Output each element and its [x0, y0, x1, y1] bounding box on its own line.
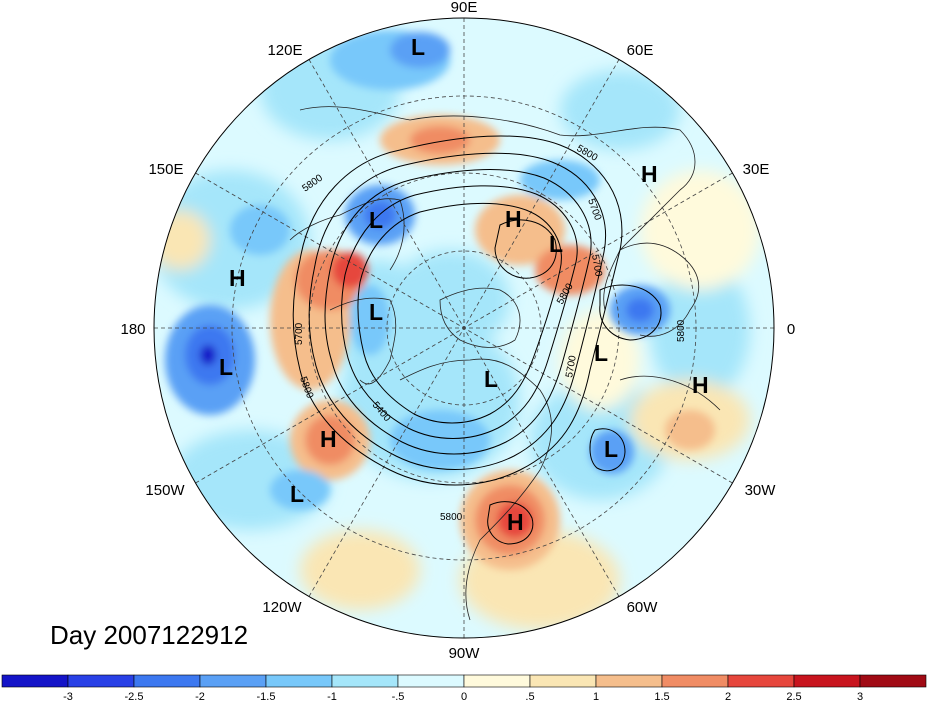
- lon-label-0: 0: [787, 321, 795, 338]
- anomaly-field: [154, 18, 774, 638]
- colorbar-tick-label: -3: [63, 691, 73, 702]
- colorbar-box: [661, 674, 729, 688]
- contour-label: 5700: [589, 254, 604, 278]
- contour-label: 5800: [440, 512, 463, 523]
- lon-label-30w: 30W: [745, 482, 777, 499]
- colorbar-tick-label: -2.5: [125, 691, 144, 702]
- colorbar-box: [265, 674, 333, 688]
- contour-label: 5700: [294, 322, 305, 345]
- colorbar-ticks: -3 -2.5 -2 -1.5 -1 -.5 0 .5 1 1.5 2 2.5 3: [63, 691, 863, 702]
- low-pressure-label: L: [290, 481, 304, 507]
- high-pressure-label: H: [692, 372, 709, 398]
- lon-label-150w: 150W: [145, 482, 185, 499]
- lon-label-30e: 30E: [743, 161, 770, 178]
- colorbar-tick-label: -1.5: [257, 691, 276, 702]
- graticule: [154, 18, 774, 638]
- colorbar-boxes: [1, 674, 927, 688]
- high-pressure-label: H: [505, 206, 522, 232]
- lon-label-60w: 60W: [627, 599, 659, 616]
- colorbar-box: [463, 674, 531, 688]
- colorbar-tick-label: -.5: [392, 691, 405, 702]
- colorbar-box: [595, 674, 663, 688]
- low-pressure-label: L: [594, 340, 608, 366]
- lon-label-120e: 120E: [267, 42, 302, 59]
- page-title: Day 2007122912: [50, 620, 249, 650]
- colorbar-tick-label: -2: [195, 691, 205, 702]
- colorbar: -3 -2.5 -2 -1.5 -1 -.5 0 .5 1 1.5 2 2.5 3: [1, 674, 927, 702]
- colorbar-box: [133, 674, 201, 688]
- colorbar-tick-label: 2: [725, 691, 731, 702]
- height-contours: [292, 135, 662, 545]
- low-pressure-label: L: [219, 354, 233, 380]
- contour-label: 5800: [676, 319, 687, 342]
- high-pressure-label: H: [641, 161, 658, 187]
- low-pressure-label: L: [369, 207, 383, 233]
- colorbar-tick-label: 3: [857, 691, 863, 702]
- lon-label-60e: 60E: [627, 42, 654, 59]
- colorbar-box: [331, 674, 399, 688]
- colorbar-box: [727, 674, 795, 688]
- lon-label-180: 180: [120, 321, 145, 338]
- colorbar-box: [397, 674, 465, 688]
- colorbar-box: [793, 674, 861, 688]
- colorbar-box: [199, 674, 267, 688]
- low-pressure-label: L: [411, 34, 425, 60]
- low-pressure-label: L: [369, 299, 383, 325]
- map-boundary: [153, 17, 775, 639]
- lon-label-90e: 90E: [451, 0, 478, 16]
- lon-label-120w: 120W: [262, 599, 302, 616]
- colorbar-box: [1, 674, 69, 688]
- lon-label-150e: 150E: [148, 161, 183, 178]
- polar-map: 90E 60E 120E 30E 150E 0 180 30W 150W 60W…: [120, 0, 795, 662]
- colorbar-tick-label: 2.5: [786, 691, 801, 702]
- colorbar-tick-label: 0: [461, 691, 467, 702]
- colorbar-tick-label: 1: [593, 691, 599, 702]
- contour-label: 5700: [564, 354, 579, 378]
- colorbar-tick-label: -1: [327, 691, 337, 702]
- colorbar-box: [859, 674, 927, 688]
- low-pressure-label: L: [604, 436, 618, 462]
- colorbar-tick-label: 1.5: [654, 691, 669, 702]
- coastlines: [289, 106, 721, 621]
- high-pressure-label: H: [320, 426, 337, 452]
- high-pressure-label: H: [507, 509, 524, 535]
- colorbar-tick-label: .5: [525, 691, 534, 702]
- low-pressure-label: L: [549, 231, 563, 257]
- low-pressure-label: L: [484, 366, 498, 392]
- pressure-centers: L L L L L L L L L H H H H H H: [219, 34, 709, 535]
- colorbar-box: [67, 674, 135, 688]
- lon-label-90w: 90W: [449, 645, 481, 662]
- colorbar-box: [529, 674, 597, 688]
- high-pressure-label: H: [229, 265, 246, 291]
